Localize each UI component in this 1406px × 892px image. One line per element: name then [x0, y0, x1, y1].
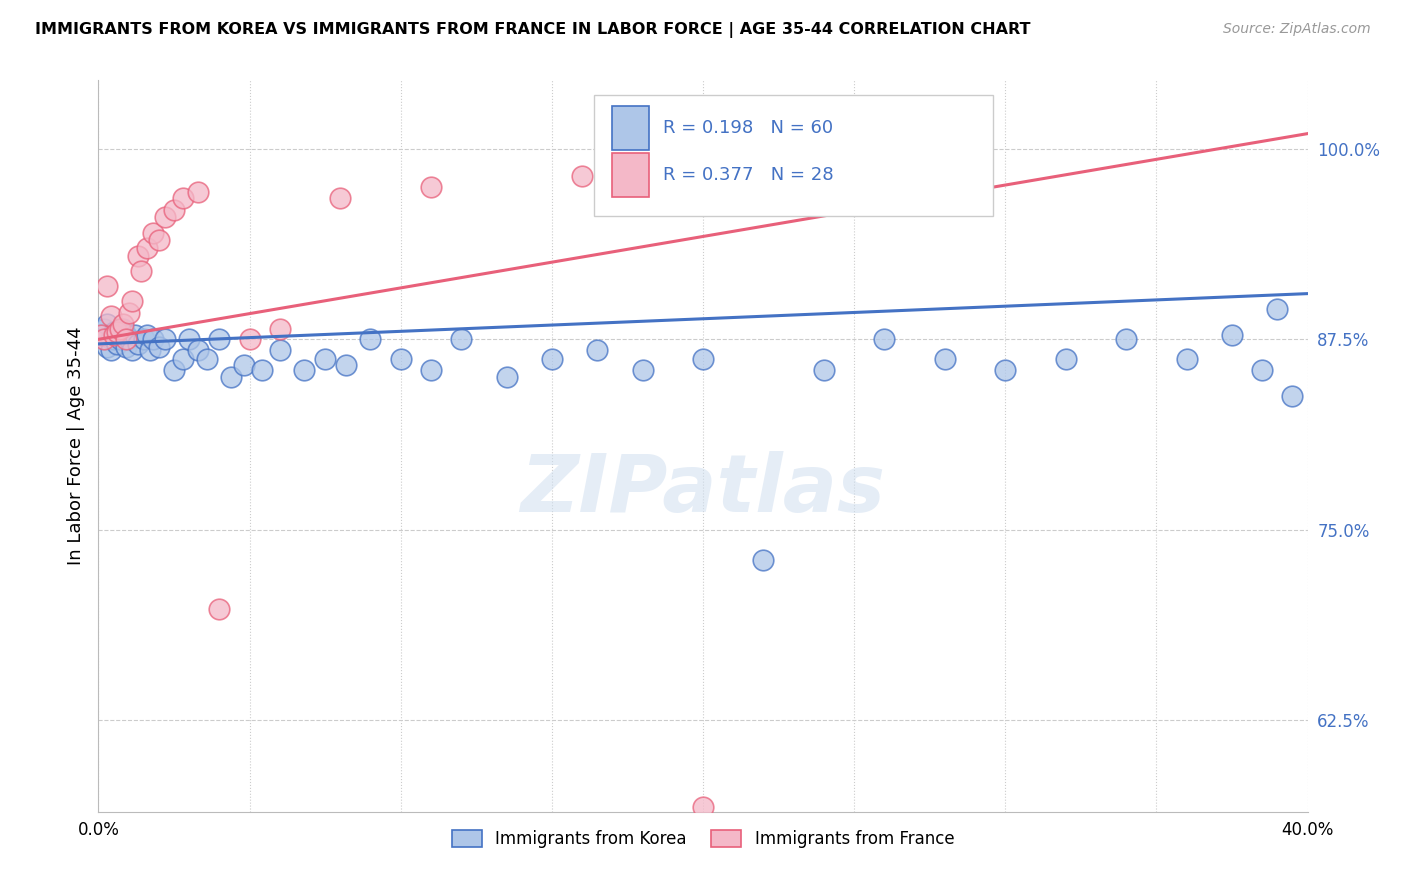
- Point: [148, 233, 170, 247]
- Point: [250, 363, 273, 377]
- Point: [631, 363, 654, 377]
- Text: Source: ZipAtlas.com: Source: ZipAtlas.com: [1223, 22, 1371, 37]
- Point: [96, 279, 118, 293]
- Point: [121, 294, 143, 309]
- Point: [108, 332, 131, 346]
- Point: [93, 332, 115, 346]
- Point: [873, 332, 896, 346]
- Point: [1220, 327, 1243, 342]
- Point: [108, 325, 131, 339]
- Point: [96, 340, 118, 354]
- Point: [269, 321, 291, 335]
- Point: [495, 370, 517, 384]
- Point: [93, 332, 115, 346]
- Point: [127, 337, 149, 351]
- Point: [142, 226, 165, 240]
- Point: [692, 352, 714, 367]
- Text: IMMIGRANTS FROM KOREA VS IMMIGRANTS FROM FRANCE IN LABOR FORCE | AGE 35-44 CORRE: IMMIGRANTS FROM KOREA VS IMMIGRANTS FROM…: [35, 22, 1031, 38]
- Point: [195, 352, 218, 367]
- Point: [172, 191, 194, 205]
- Point: [105, 325, 128, 339]
- Point: [420, 180, 443, 194]
- Point: [135, 327, 157, 342]
- Point: [90, 327, 112, 342]
- Point: [1281, 389, 1303, 403]
- Point: [269, 343, 291, 357]
- Point: [163, 202, 186, 217]
- Point: [114, 332, 136, 346]
- Point: [111, 321, 134, 335]
- Point: [571, 169, 593, 184]
- Point: [1267, 301, 1289, 316]
- Point: [129, 264, 152, 278]
- Point: [187, 185, 209, 199]
- FancyBboxPatch shape: [613, 153, 648, 197]
- Point: [1115, 332, 1137, 346]
- Point: [1054, 352, 1077, 367]
- Point: [127, 248, 149, 262]
- Point: [118, 332, 141, 346]
- Point: [232, 358, 254, 372]
- Point: [314, 352, 336, 367]
- Legend: Immigrants from Korea, Immigrants from France: Immigrants from Korea, Immigrants from F…: [444, 823, 962, 855]
- Point: [153, 211, 176, 225]
- Point: [124, 327, 146, 342]
- Point: [1251, 363, 1274, 377]
- Point: [132, 332, 155, 346]
- Point: [420, 363, 443, 377]
- Point: [93, 321, 115, 335]
- Point: [139, 343, 162, 357]
- Point: [752, 553, 775, 567]
- Point: [103, 332, 125, 346]
- Point: [90, 327, 112, 342]
- Point: [121, 343, 143, 357]
- Point: [103, 327, 125, 342]
- Point: [96, 317, 118, 331]
- Point: [100, 310, 122, 324]
- Point: [450, 332, 472, 346]
- Text: R = 0.377   N = 28: R = 0.377 N = 28: [664, 167, 834, 185]
- Point: [105, 327, 128, 342]
- Text: R = 0.198   N = 60: R = 0.198 N = 60: [664, 119, 834, 136]
- Point: [105, 337, 128, 351]
- Point: [329, 191, 352, 205]
- Point: [221, 370, 243, 384]
- Point: [135, 241, 157, 255]
- Point: [292, 363, 315, 377]
- Point: [1175, 352, 1198, 367]
- FancyBboxPatch shape: [613, 106, 648, 150]
- Point: [692, 800, 714, 814]
- Point: [540, 352, 562, 367]
- Point: [172, 352, 194, 367]
- Point: [108, 321, 131, 335]
- Point: [239, 332, 262, 346]
- Point: [389, 352, 412, 367]
- Point: [813, 363, 835, 377]
- Point: [934, 352, 956, 367]
- Point: [813, 149, 835, 163]
- Point: [142, 332, 165, 346]
- Point: [586, 343, 609, 357]
- Point: [100, 332, 122, 346]
- Point: [360, 332, 382, 346]
- Point: [187, 343, 209, 357]
- Point: [114, 327, 136, 342]
- Point: [163, 363, 186, 377]
- Point: [208, 332, 231, 346]
- Point: [148, 340, 170, 354]
- Point: [208, 602, 231, 616]
- Y-axis label: In Labor Force | Age 35-44: In Labor Force | Age 35-44: [66, 326, 84, 566]
- Point: [179, 332, 201, 346]
- Point: [100, 343, 122, 357]
- Point: [118, 306, 141, 320]
- Point: [153, 332, 176, 346]
- FancyBboxPatch shape: [595, 95, 993, 216]
- Point: [994, 363, 1017, 377]
- Text: ZIPatlas: ZIPatlas: [520, 450, 886, 529]
- Point: [111, 317, 134, 331]
- Point: [103, 325, 125, 339]
- Point: [335, 358, 357, 372]
- Point: [114, 340, 136, 354]
